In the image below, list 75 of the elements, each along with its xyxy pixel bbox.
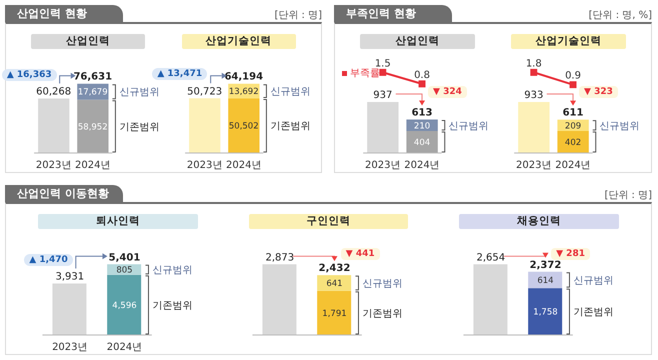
total-label: 933 [524, 90, 544, 101]
x-tick-label: 2023년 [186, 160, 222, 172]
data-label: 0.8 [414, 70, 430, 81]
text: ▼ 324 [428, 86, 467, 98]
data-label: 58,952 [78, 122, 108, 132]
data-label: 13,692 [228, 87, 258, 98]
total-label: 5,401 [108, 252, 140, 264]
chart-title: 산업인력 [360, 34, 475, 49]
text: [단위 : 명] [604, 189, 652, 202]
data-label: 1,758 [532, 308, 558, 318]
data-label: 210 [414, 121, 430, 132]
data-label: 402 [564, 138, 582, 148]
text: [단위 : 명, %] [588, 9, 652, 22]
data-label: 4,596 [112, 300, 137, 311]
total-label: 937 [373, 90, 392, 101]
x-tick-label: 2023년 [36, 160, 72, 172]
data-label: 17,679 [78, 88, 108, 98]
text: ▲ 13,471 [152, 68, 208, 80]
text: [단위 : 명] [274, 9, 322, 22]
data-label: 50,502 [228, 122, 258, 132]
series-label: 기존범위 [270, 121, 310, 132]
chart-title: 채용인력 [458, 214, 619, 229]
series-label: 신규범위 [600, 120, 640, 132]
text: ▼ 281 [551, 248, 590, 260]
x-tick-label: 2024년 [106, 342, 142, 354]
total-label: 2,873 [266, 252, 294, 264]
data-label: 209 [564, 121, 582, 132]
chart-title: 구인인력 [248, 214, 408, 229]
total-label: 60,268 [36, 86, 72, 98]
total-label: 2,372 [529, 260, 561, 271]
x-tick-label: 2024년 [75, 160, 110, 172]
series-label: 신규범위 [573, 275, 614, 286]
chart-title: 산업기술인력 [182, 34, 296, 49]
series-label: 신규범위 [119, 87, 160, 98]
data-label: 614 [537, 276, 554, 286]
data-label: 1,791 [322, 308, 347, 319]
total-label: 2,654 [476, 252, 505, 264]
x-tick-label: 2024년 [404, 160, 440, 172]
x-tick-label: 2023년 [516, 160, 552, 172]
text: ▲ 16,363 [2, 68, 57, 80]
total-label: 50,723 [186, 86, 222, 98]
data-label: 1.8 [526, 58, 542, 70]
text: ▼ 441 [340, 248, 380, 260]
total-label: 64,194 [224, 72, 263, 83]
series-label: 신규범위 [152, 265, 192, 276]
x-tick-label: 2024년 [555, 160, 591, 172]
x-tick-label: 2023년 [365, 160, 400, 172]
text: 산업인력 이동현황 [5, 185, 123, 202]
text: ▼ 323 [579, 86, 618, 98]
chart-title: 산업기술인력 [511, 34, 626, 49]
total-label: 76,631 [73, 72, 112, 83]
series-label: 신규범위 [448, 120, 489, 132]
total-label: 2,432 [318, 263, 351, 274]
total-label: 611 [562, 108, 584, 119]
x-tick-label: 2023년 [52, 342, 88, 354]
series-label: 기존범위 [573, 307, 614, 318]
series-label: 기존범위 [152, 300, 192, 312]
text: 부족인력 현황 [334, 5, 452, 22]
x-tick-label: 2024년 [226, 160, 261, 172]
annotation: ▲ 1,470 [24, 254, 73, 266]
total-label: 613 [412, 108, 433, 119]
data-label: 805 [116, 266, 133, 276]
text: 산업인력 현황 [5, 5, 123, 22]
series-label: 신규범위 [270, 86, 310, 98]
data-label: 0.9 [565, 70, 581, 82]
data-label: 404 [414, 138, 430, 148]
data-label: 641 [326, 279, 343, 290]
total-label: 3,931 [55, 272, 84, 283]
series-label: 기존범위 [119, 122, 160, 133]
series-label: 기존범위 [362, 308, 403, 320]
legend-label: 부족률 [349, 67, 380, 80]
chart-title: 퇴사인력 [38, 214, 198, 229]
data-label: 1.5 [374, 58, 391, 70]
chart-title: 산업인력 [31, 34, 146, 49]
series-label: 신규범위 [362, 278, 403, 290]
